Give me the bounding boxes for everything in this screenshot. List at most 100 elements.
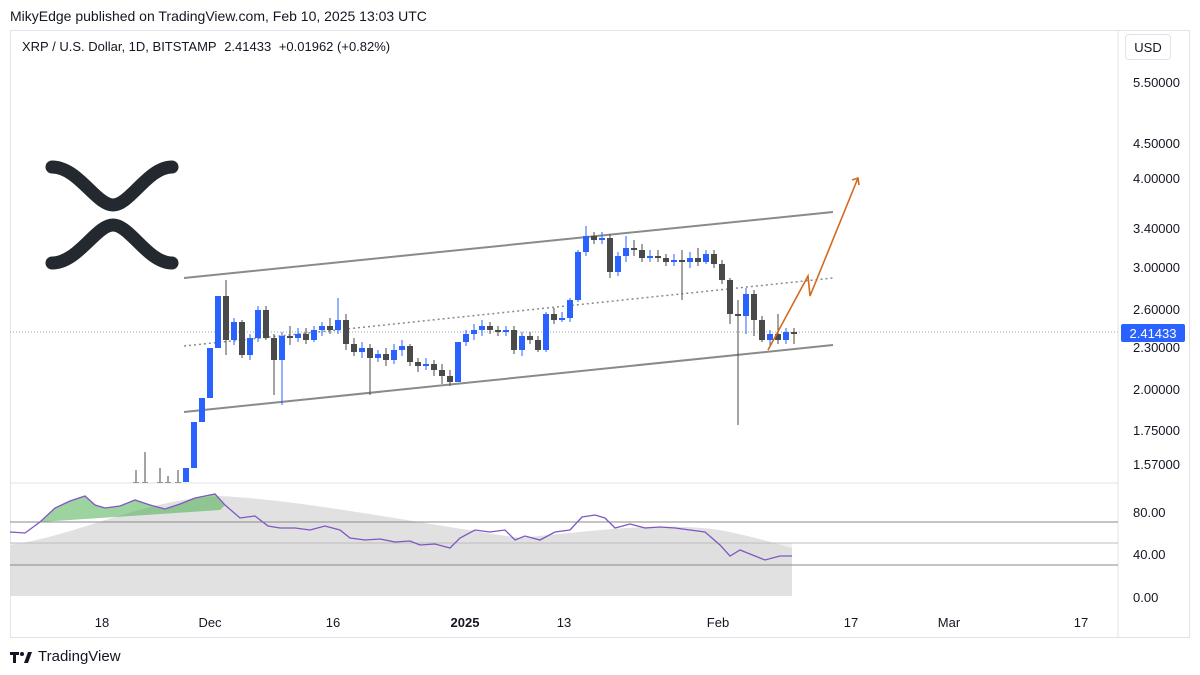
chart-frame[interactable]	[10, 30, 1190, 638]
candlestick-series	[133, 226, 797, 484]
price-tick: 3.00000	[1133, 260, 1180, 275]
candle-body	[735, 314, 741, 316]
candle-body	[687, 258, 693, 262]
candle-body	[655, 256, 661, 258]
rsi-ma-area	[10, 496, 792, 596]
candle-body	[759, 320, 765, 340]
candle-body	[559, 318, 565, 320]
candle-body	[775, 334, 781, 340]
tradingview-brand[interactable]: TradingView	[10, 648, 121, 665]
candle-body	[239, 322, 245, 355]
candle-body	[543, 314, 549, 350]
candle-body	[495, 330, 501, 332]
current-price-tag: 2.41433	[1121, 324, 1185, 342]
candle-body	[615, 256, 621, 272]
time-tick: Mar	[937, 615, 961, 630]
publisher-line: MikyEdge published on TradingView.com, F…	[10, 8, 427, 24]
time-tick-year: 2025	[450, 615, 480, 630]
rsi-indicator	[9, 493, 1118, 596]
candle-body	[407, 346, 413, 362]
candle-body	[535, 340, 541, 350]
rsi-tick: 40.00	[1133, 547, 1166, 562]
candle-body	[663, 258, 669, 262]
time-tick: 16	[325, 615, 341, 630]
candle-body	[191, 422, 197, 468]
candle-body	[623, 248, 629, 256]
candle-body	[375, 354, 381, 358]
price-tick: 1.75000	[1133, 423, 1180, 438]
symbol-price: 2.41433	[224, 39, 272, 54]
candle-body	[527, 336, 533, 340]
time-tick: 17	[843, 615, 859, 630]
candle-body	[463, 334, 469, 342]
candle-body	[279, 336, 285, 360]
channel-mid-line[interactable]	[183, 277, 834, 347]
candle-body	[439, 370, 445, 376]
symbol-header[interactable]: XRP / U.S. Dollar, 1D, BITSTAMP 2.41433 …	[22, 39, 394, 54]
channel-lower-line[interactable]	[183, 344, 834, 413]
time-tick: 17	[1073, 615, 1089, 630]
candle-body	[383, 354, 389, 360]
candle-body	[207, 348, 213, 398]
candle-body	[487, 326, 493, 330]
symbol-change: +0.01962 (+0.82%)	[278, 39, 391, 54]
brand-label: TradingView	[38, 648, 121, 665]
candle-body	[599, 238, 605, 240]
price-tick: 4.00000	[1133, 171, 1180, 186]
candle-body	[215, 296, 221, 348]
candle-body	[695, 258, 701, 262]
candle-body	[327, 326, 333, 330]
candle-body	[471, 330, 477, 334]
xrp-logo-icon	[45, 160, 179, 270]
candle-body	[519, 336, 525, 350]
candle-body	[415, 362, 421, 366]
candle-body	[583, 236, 589, 252]
price-tick: 2.00000	[1133, 382, 1180, 397]
candle-body	[511, 330, 517, 350]
candle-body	[423, 364, 429, 366]
candle-body	[727, 280, 733, 314]
rsi-tick: 80.00	[1133, 505, 1166, 520]
candle-body	[431, 364, 437, 370]
currency-button[interactable]: USD	[1125, 34, 1171, 60]
candle-body	[335, 320, 341, 330]
rsi-line	[9, 493, 792, 561]
candle-body	[679, 260, 685, 262]
symbol-name: XRP / U.S. Dollar, 1D, BITSTAMP	[22, 39, 217, 54]
price-tick: 3.40000	[1133, 221, 1180, 236]
candle-body	[455, 342, 461, 382]
channel-upper-line[interactable]	[183, 211, 834, 279]
candle-body	[247, 338, 253, 355]
candle-body	[183, 468, 189, 482]
candle-body	[767, 334, 773, 340]
candle-body	[783, 332, 789, 340]
rsi-overbought-fill	[40, 494, 225, 522]
candle-body	[231, 322, 237, 340]
price-tick: 4.50000	[1133, 136, 1180, 151]
candle-body	[391, 350, 397, 360]
time-tick: Dec	[198, 615, 222, 630]
candle-body	[311, 330, 317, 340]
projection-arrow[interactable]	[767, 176, 860, 351]
tradingview-logo-icon	[10, 651, 32, 663]
time-tick: 13	[556, 615, 572, 630]
candle-body	[479, 326, 485, 330]
candle-body	[791, 332, 797, 334]
candle-body	[287, 336, 293, 338]
candle-body	[223, 296, 229, 340]
candle-body	[343, 320, 349, 344]
candle-body	[743, 294, 749, 316]
candle-body	[271, 338, 277, 360]
candle-body	[631, 248, 637, 250]
candle-body	[263, 310, 269, 338]
candle-body	[503, 330, 509, 332]
candle-body	[567, 300, 573, 318]
price-tick: 2.60000	[1133, 302, 1180, 317]
time-tick: 18	[94, 615, 110, 630]
candle-body	[575, 252, 581, 300]
candle-body	[647, 256, 653, 258]
candle-body	[711, 254, 717, 264]
candle-body	[607, 238, 613, 272]
candle-body	[367, 348, 373, 358]
